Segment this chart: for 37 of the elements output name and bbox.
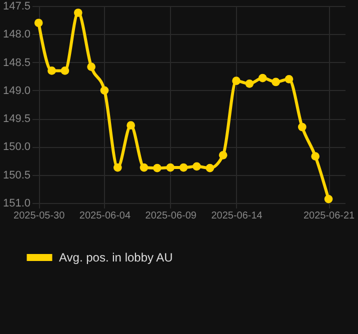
y-tick-label: 149.0 bbox=[2, 84, 30, 97]
point bbox=[60, 66, 70, 75]
x-tick-label: 2025-06-04 bbox=[79, 210, 131, 222]
point bbox=[192, 162, 201, 171]
y-tick-label: 150.5 bbox=[2, 169, 30, 182]
point bbox=[113, 163, 122, 172]
point bbox=[311, 152, 320, 160]
y-tick-label: 148.5 bbox=[2, 56, 30, 69]
legend-label: Avg. pos. in lobby AU bbox=[59, 250, 173, 264]
x-tick-label: 2025-06-14 bbox=[211, 210, 263, 222]
point bbox=[126, 121, 136, 130]
point bbox=[140, 163, 148, 172]
y-tick-label: 150.0 bbox=[2, 141, 30, 154]
point bbox=[272, 78, 280, 86]
point bbox=[258, 74, 267, 82]
point bbox=[87, 62, 96, 71]
x-tick-label: 2025-06-21 bbox=[303, 210, 356, 222]
point bbox=[166, 163, 175, 172]
point bbox=[298, 122, 306, 132]
point bbox=[34, 18, 43, 28]
point bbox=[74, 8, 82, 17]
y-tick-label: 151.0 bbox=[2, 198, 30, 210]
point bbox=[100, 86, 109, 95]
point bbox=[48, 66, 56, 75]
y-tick-label: 149.5 bbox=[2, 113, 30, 126]
x-tick-label: 2025-05-30 bbox=[14, 210, 66, 222]
point bbox=[206, 164, 214, 172]
point bbox=[179, 163, 188, 172]
x-tick-label: 2025-06-09 bbox=[145, 210, 197, 222]
point bbox=[245, 80, 254, 88]
point bbox=[153, 164, 162, 172]
y-tick-label: 148.0 bbox=[2, 28, 30, 41]
point bbox=[284, 74, 294, 84]
y-tick-label: 147.5 bbox=[2, 0, 30, 12]
point bbox=[232, 76, 240, 86]
point bbox=[324, 194, 333, 204]
point bbox=[218, 150, 228, 160]
